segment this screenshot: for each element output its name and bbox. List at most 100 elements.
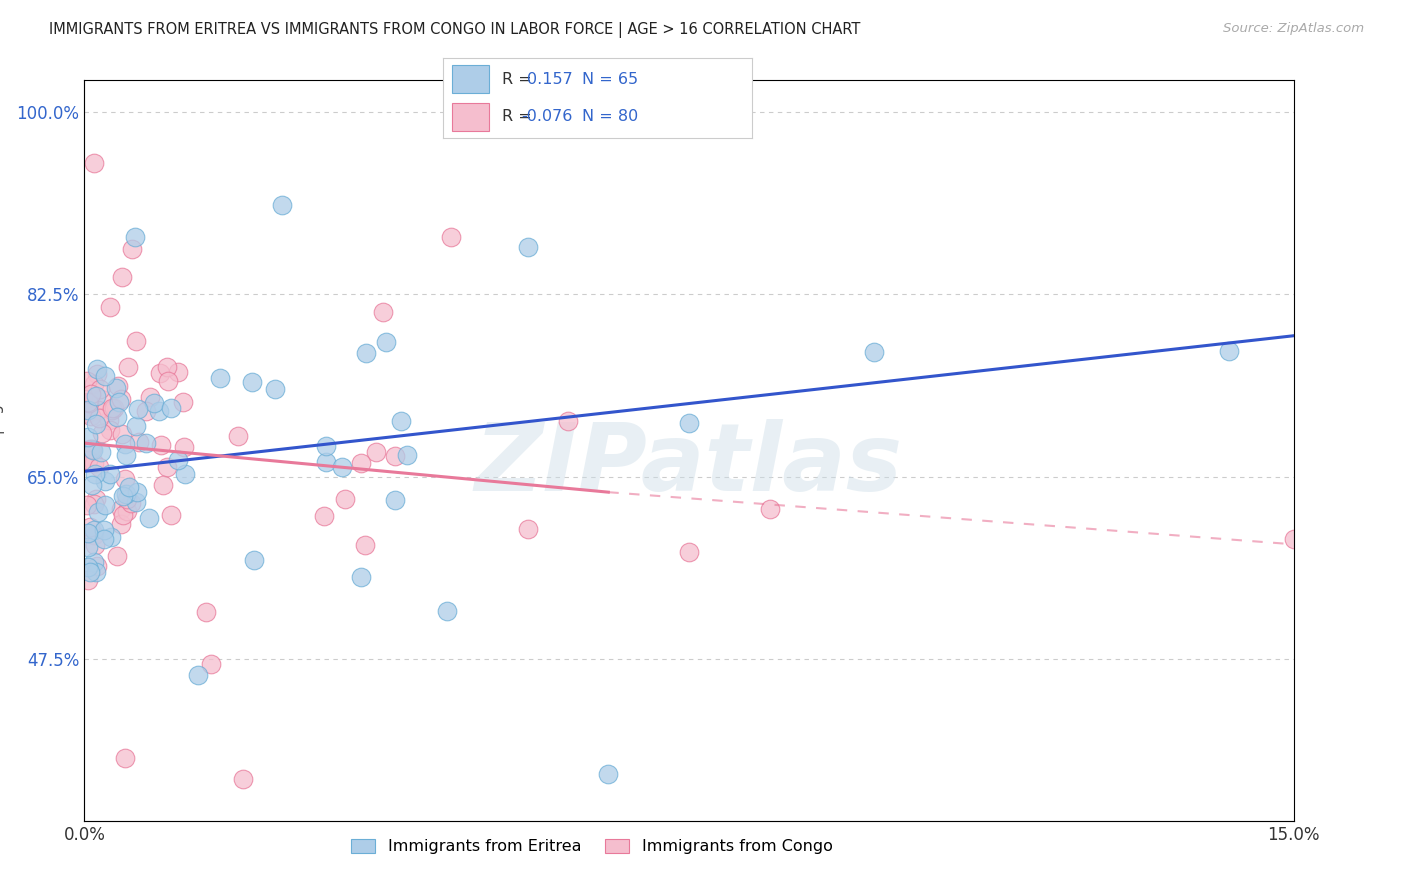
Point: [263, 382, 285, 396]
Point: [83, 528, 105, 542]
Text: Source: ZipAtlas.com: Source: ZipAtlas.com: [1223, 22, 1364, 36]
Point: [77, 395, 100, 409]
Point: [90, 445, 112, 459]
Point: [77, 541, 100, 555]
Point: [330, 460, 353, 475]
Point: [138, 510, 160, 524]
Point: [94, 498, 117, 512]
Point: [395, 448, 418, 462]
Point: [103, 401, 125, 416]
Point: [115, 487, 138, 501]
Point: [150, 438, 173, 452]
Point: [232, 772, 254, 786]
Text: R =: R =: [502, 71, 531, 87]
Point: [84, 492, 107, 507]
Point: [139, 390, 162, 404]
Legend: Immigrants from Eritrea, Immigrants from Congo: Immigrants from Eritrea, Immigrants from…: [344, 832, 839, 861]
Point: [98, 300, 121, 314]
Point: [115, 504, 138, 518]
Point: [107, 379, 129, 393]
Point: [160, 508, 183, 523]
Point: [312, 509, 335, 524]
Point: [87, 402, 110, 417]
Point: [83, 523, 105, 537]
Point: [149, 366, 172, 380]
Point: [118, 480, 141, 494]
Point: [84, 417, 107, 432]
Point: [77, 430, 100, 444]
Point: [114, 448, 136, 462]
Point: [678, 544, 700, 558]
Point: [111, 489, 134, 503]
Point: [84, 538, 107, 552]
Point: [84, 566, 107, 580]
Point: [315, 438, 337, 452]
Point: [80, 478, 103, 492]
Point: [86, 361, 108, 376]
Text: ZIPatlas: ZIPatlas: [475, 419, 903, 511]
Point: [350, 456, 373, 470]
Point: [128, 434, 150, 449]
Point: [80, 409, 103, 423]
Point: [76, 452, 98, 467]
Point: [142, 396, 165, 410]
Point: [127, 485, 149, 500]
Point: [89, 411, 111, 425]
Point: [114, 437, 136, 451]
Point: [84, 388, 107, 402]
Point: [82, 443, 104, 458]
Point: [84, 467, 107, 482]
Text: N = 80: N = 80: [582, 110, 638, 125]
Point: [389, 414, 412, 428]
Point: [107, 394, 129, 409]
Point: [172, 394, 194, 409]
Point: [79, 565, 101, 579]
Point: [371, 304, 394, 318]
Point: [598, 766, 620, 780]
Point: [93, 523, 115, 537]
Point: [110, 517, 132, 532]
Point: [80, 386, 103, 401]
Point: [76, 454, 98, 468]
Point: [127, 401, 149, 416]
Text: IMMIGRANTS FROM ERITREA VS IMMIGRANTS FROM CONGO IN LABOR FORCE | AGE > 16 CORRE: IMMIGRANTS FROM ERITREA VS IMMIGRANTS FR…: [49, 22, 860, 38]
Point: [384, 493, 406, 508]
Point: [436, 604, 458, 618]
Point: [124, 230, 146, 244]
Point: [160, 401, 183, 415]
Point: [77, 560, 100, 574]
Point: [76, 374, 98, 388]
Point: [91, 426, 114, 441]
Point: [174, 467, 197, 481]
Point: [115, 491, 138, 506]
Point: [226, 429, 249, 443]
Point: [94, 474, 117, 488]
Point: [354, 538, 377, 552]
Point: [120, 496, 142, 510]
Point: [243, 552, 266, 566]
Point: [83, 155, 105, 169]
Point: [114, 472, 136, 486]
Point: [76, 498, 98, 512]
Point: [100, 401, 122, 415]
Y-axis label: In Labor Force | Age > 16: In Labor Force | Age > 16: [0, 353, 6, 548]
Point: [516, 240, 538, 254]
Point: [135, 403, 157, 417]
Point: [111, 426, 134, 441]
Point: [117, 360, 139, 375]
Point: [110, 392, 132, 406]
Point: [77, 526, 100, 541]
Point: [100, 423, 122, 437]
Point: [1218, 344, 1240, 359]
Text: -0.076: -0.076: [522, 110, 572, 125]
Point: [79, 520, 101, 534]
Point: [83, 555, 105, 569]
Point: [125, 495, 148, 509]
Point: [100, 530, 122, 544]
Point: [77, 394, 100, 409]
Point: [83, 497, 105, 511]
Point: [105, 410, 128, 425]
Point: [114, 751, 136, 765]
Point: [135, 436, 157, 450]
Point: [83, 376, 105, 391]
